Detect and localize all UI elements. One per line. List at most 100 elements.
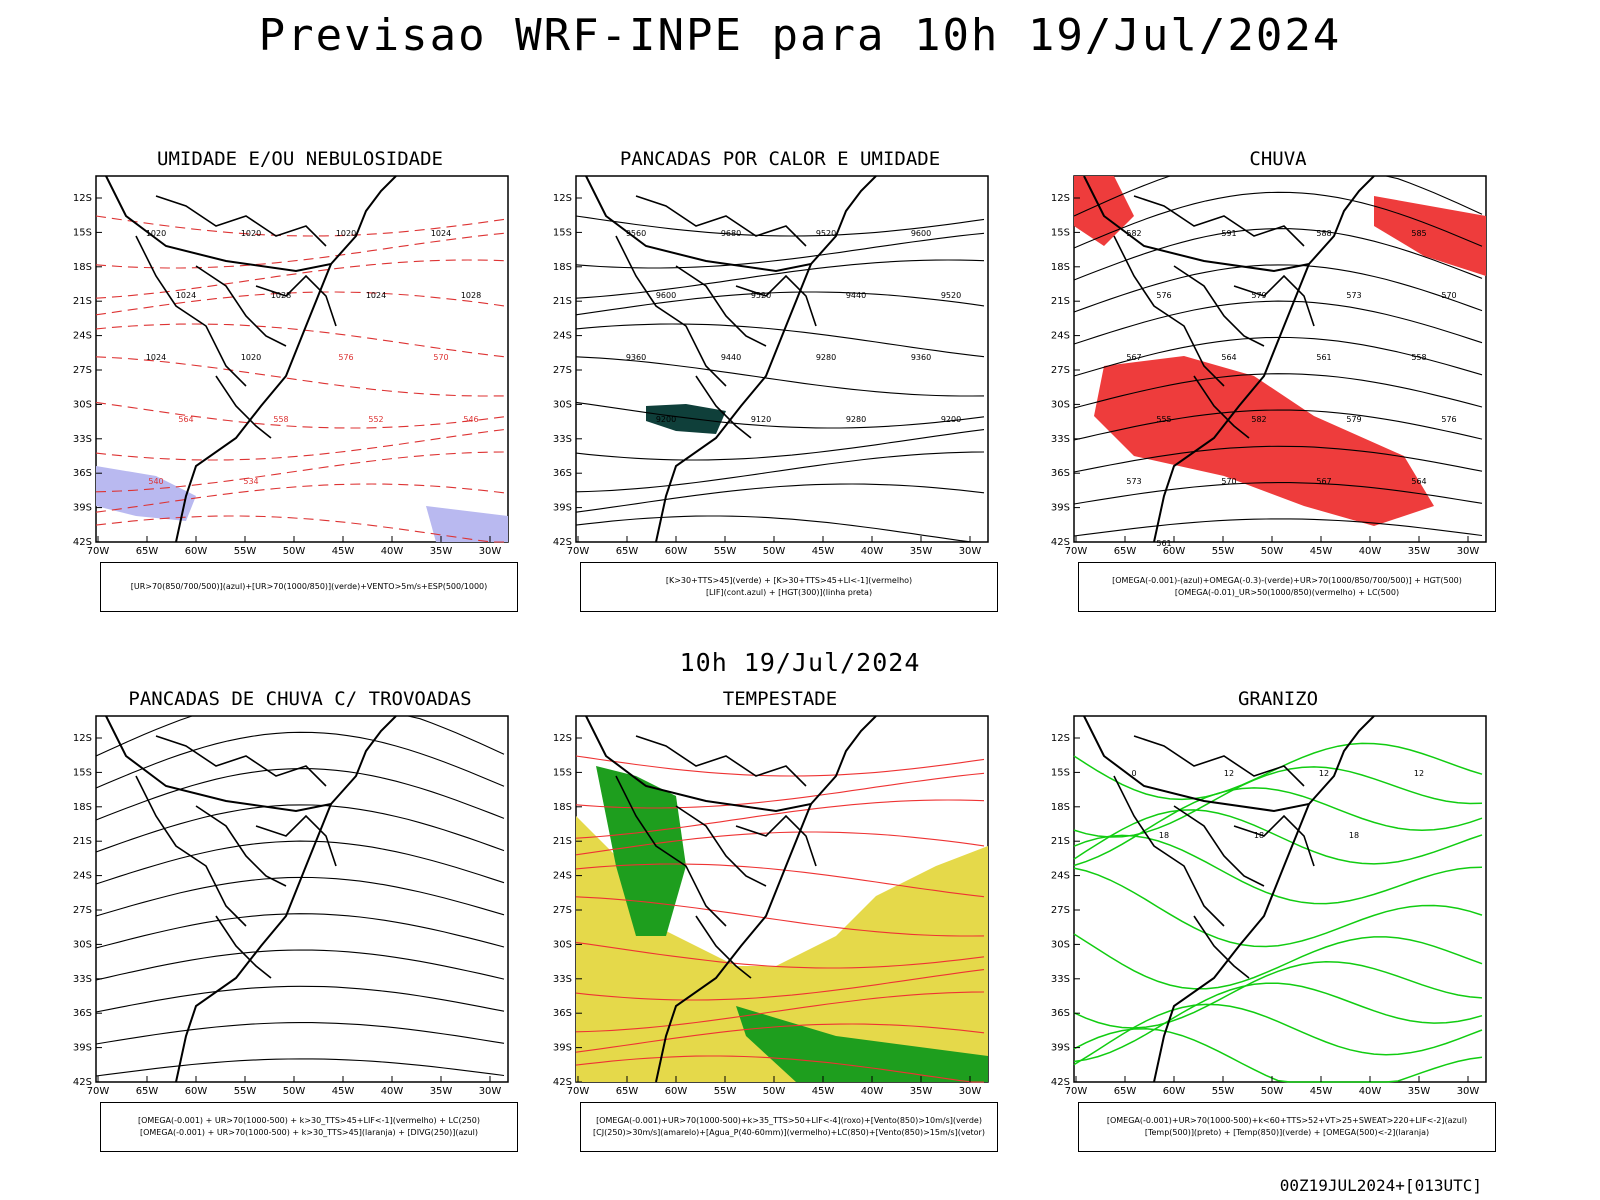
- country-border: [675, 265, 767, 347]
- contour-label: 1020: [241, 229, 261, 238]
- lat-label: 39S: [73, 1043, 92, 1054]
- country-border: [1193, 375, 1250, 439]
- contour-label: 12: [1414, 769, 1424, 778]
- country-border: [635, 735, 807, 787]
- lon-label: 65W: [136, 546, 159, 557]
- panel-legend: [OMEGA(-0.001)-(azul)+OMEGA(-0.3)-(verde…: [1078, 562, 1496, 612]
- country-border: [215, 915, 272, 979]
- lat-label: 27S: [73, 905, 92, 916]
- contour-line: [95, 215, 505, 237]
- contour-line: [1073, 373, 1483, 409]
- contour-line: [575, 291, 985, 316]
- lat-label: 21S: [1051, 296, 1070, 307]
- country-border: [215, 375, 272, 439]
- lat-label: 15S: [1051, 227, 1070, 238]
- contour-label: 576: [338, 353, 353, 362]
- lon-label: 30W: [1457, 546, 1480, 557]
- lat-label: 33S: [73, 974, 92, 985]
- legend-line: [CJ(250)>30m/s](amarelo)+[Agua_P(40-60mm…: [593, 1128, 985, 1137]
- contour-line: [95, 451, 505, 493]
- country-border: [1173, 265, 1265, 347]
- lat-label: 18S: [553, 262, 572, 273]
- contour-line: [575, 483, 985, 513]
- lon-label: 50W: [763, 1086, 786, 1097]
- coastline: [1153, 803, 1310, 1083]
- coastline: [1153, 263, 1310, 543]
- lat-label: 18S: [73, 802, 92, 813]
- country-border: [735, 274, 817, 327]
- contour-label: 9520: [751, 291, 771, 300]
- lat-label: 12S: [1051, 733, 1070, 744]
- lat-label: 18S: [1051, 262, 1070, 273]
- contour-label: 558: [1411, 353, 1426, 362]
- contour-label: 18: [1159, 831, 1169, 840]
- contour-label: 564: [1221, 353, 1236, 362]
- contour-label: 570: [1441, 291, 1456, 300]
- humidity-blue-area: [426, 506, 508, 542]
- country-border: [255, 814, 337, 867]
- lat-label: 12S: [73, 733, 92, 744]
- panel-umidade: UMIDADE E/OU NEBULOSIDADE 12S 15S 18S 21S 24…: [73, 148, 520, 612]
- contour-label: 585: [1411, 229, 1426, 238]
- lat-label: 21S: [553, 836, 572, 847]
- lon-label: 40W: [1359, 546, 1382, 557]
- country-border: [135, 235, 247, 387]
- lat-label: 12S: [1051, 193, 1070, 204]
- lat-label: 30S: [1051, 399, 1070, 410]
- legend-line: [OMEGA(-0.001) + UR>70(1000-500) + k>30_…: [139, 1128, 479, 1137]
- lon-label: 55W: [714, 546, 737, 557]
- contour-label: 9280: [846, 415, 866, 424]
- contour-line: [575, 429, 985, 461]
- contour-line: [1073, 787, 1483, 867]
- contour-label: 570: [433, 353, 448, 362]
- lat-label: 30S: [1051, 939, 1070, 950]
- contour-label: 567: [1316, 477, 1331, 486]
- contour-label: 579: [1346, 415, 1361, 424]
- lat-label: 30S: [73, 399, 92, 410]
- country-border: [135, 775, 247, 927]
- country-border: [1173, 805, 1265, 887]
- lat-label: 36S: [1051, 1008, 1070, 1019]
- lat-label: 27S: [1051, 905, 1070, 916]
- lat-label: 27S: [73, 365, 92, 376]
- lon-label: 40W: [381, 1086, 404, 1097]
- contour-line: [95, 913, 505, 949]
- coastline: [655, 263, 812, 543]
- lat-label: 24S: [73, 871, 92, 882]
- lat-label: 33S: [73, 434, 92, 445]
- contour-label: 1024: [431, 229, 451, 238]
- legend-line: [OMEGA(-0.01)_UR>50(1000/850)(vermelho) …: [1174, 588, 1400, 597]
- contour-label: 579: [1251, 291, 1266, 300]
- lon-label: 50W: [1261, 1086, 1284, 1097]
- contour-label: 9440: [846, 291, 866, 300]
- lon-label: 40W: [1359, 1086, 1382, 1097]
- lat-label: 33S: [553, 434, 572, 445]
- contour-label: 1020: [146, 229, 166, 238]
- wind-green-area: [596, 766, 686, 936]
- lat-label: 42S: [73, 1077, 92, 1088]
- lat-label: 36S: [553, 468, 572, 479]
- lat-label: 27S: [553, 365, 572, 376]
- lat-label: 42S: [1051, 537, 1070, 548]
- lon-label: 40W: [381, 546, 404, 557]
- contour-label: 555: [1156, 415, 1171, 424]
- contour-line: [575, 451, 985, 493]
- contour-label: 9360: [626, 353, 646, 362]
- contour-line: [575, 215, 985, 237]
- lat-label: 30S: [553, 939, 572, 950]
- lon-label: 30W: [479, 1086, 502, 1097]
- lon-label: 70W: [567, 1086, 590, 1097]
- contour-label: 1024: [176, 291, 196, 300]
- contour-label: 561: [1156, 539, 1171, 548]
- contour-line: [1073, 1003, 1483, 1066]
- country-border: [695, 915, 752, 979]
- contour-label: 9560: [626, 229, 646, 238]
- lat-label: 33S: [1051, 434, 1070, 445]
- lon-label: 45W: [1310, 1086, 1333, 1097]
- lat-label: 30S: [73, 939, 92, 950]
- contour-line: [1073, 175, 1483, 217]
- panel-legend: [OMEGA(-0.001)+UR>70(1000-500)+k>35_TTS>…: [580, 1102, 998, 1152]
- lon-label: 70W: [1065, 546, 1088, 557]
